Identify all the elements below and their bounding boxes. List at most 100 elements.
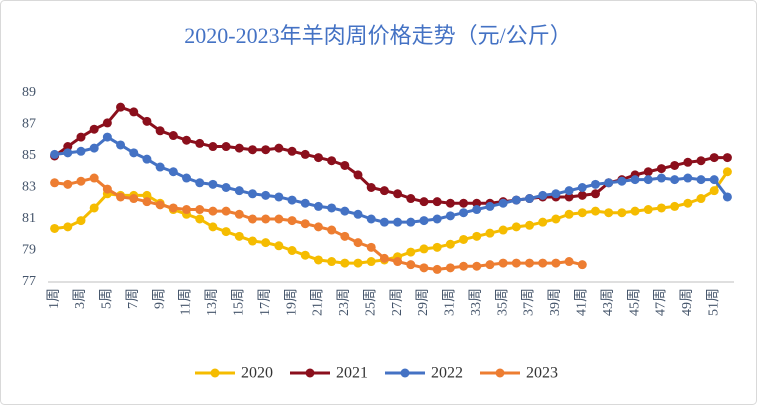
point (722, 192, 732, 202)
point (419, 244, 429, 254)
x-tick-label: 25周 (363, 288, 378, 316)
x-tick-label: 41周 (575, 288, 590, 316)
legend-marker (495, 368, 505, 378)
point (485, 201, 495, 211)
legend-marker (210, 368, 220, 378)
point (445, 239, 455, 249)
point (485, 228, 495, 238)
x-tick-label: 51周 (706, 288, 721, 316)
point (76, 132, 86, 142)
point (195, 138, 205, 148)
point (221, 206, 231, 216)
x-tick-label: 5周 (100, 288, 115, 309)
point (274, 214, 284, 224)
point (366, 242, 376, 252)
point (538, 258, 548, 268)
point (353, 209, 363, 219)
point (102, 184, 112, 194)
point (50, 178, 60, 188)
point (406, 194, 416, 204)
point (142, 116, 152, 126)
point (393, 217, 403, 227)
legend-marker (305, 368, 315, 378)
point (459, 234, 469, 244)
legend-label: 2021 (336, 365, 368, 382)
point (300, 219, 310, 229)
point (234, 231, 244, 241)
point (168, 167, 178, 177)
point (247, 145, 257, 155)
point (168, 131, 178, 141)
point (406, 260, 416, 270)
point (696, 175, 706, 185)
point (432, 264, 442, 274)
point (313, 222, 323, 232)
point (722, 153, 732, 163)
point (208, 179, 218, 189)
y-tick-label: 81 (22, 211, 36, 226)
point (102, 118, 112, 128)
point (683, 157, 693, 167)
point (577, 190, 587, 200)
point (511, 195, 521, 205)
y-tick-label: 77 (22, 274, 36, 289)
point (617, 208, 627, 218)
x-tick-label: 3周 (73, 288, 88, 309)
point (353, 238, 363, 248)
point (564, 192, 574, 202)
x-tick-label: 27周 (390, 288, 405, 316)
point (498, 198, 508, 208)
x-tick-label: 23周 (337, 288, 352, 316)
x-tick-label: 13周 (205, 288, 220, 316)
y-tick-label: 85 (22, 148, 36, 163)
point (696, 156, 706, 166)
point (155, 162, 165, 172)
point (340, 258, 350, 268)
point (76, 176, 86, 186)
point (709, 153, 719, 163)
point (129, 148, 139, 158)
point (300, 250, 310, 260)
point (102, 132, 112, 142)
point (261, 190, 271, 200)
point (459, 261, 469, 271)
point (182, 205, 192, 215)
point (590, 206, 600, 216)
point (366, 214, 376, 224)
point (617, 176, 627, 186)
point (50, 223, 60, 233)
point (247, 189, 257, 199)
point (379, 253, 389, 263)
point (432, 197, 442, 207)
point (670, 175, 680, 185)
point (116, 192, 126, 202)
x-tick-label: 9周 (152, 288, 167, 309)
point (525, 220, 535, 230)
point (538, 190, 548, 200)
x-tick-label: 39周 (548, 288, 563, 316)
point (300, 149, 310, 159)
point (551, 214, 561, 224)
point (76, 216, 86, 226)
point (168, 203, 178, 213)
point (604, 208, 614, 218)
point (670, 160, 680, 170)
x-tick-label: 15周 (232, 288, 247, 316)
point (287, 216, 297, 226)
point (445, 211, 455, 221)
point (656, 164, 666, 174)
point (340, 206, 350, 216)
point (63, 148, 73, 158)
point (327, 203, 337, 213)
point (419, 216, 429, 226)
point (287, 195, 297, 205)
point (300, 198, 310, 208)
x-tick-label: 11周 (179, 288, 194, 315)
point (709, 186, 719, 196)
point (472, 231, 482, 241)
legend-marker (400, 368, 410, 378)
x-tick-label: 35周 (495, 288, 510, 316)
point (419, 197, 429, 207)
point (261, 145, 271, 155)
point (234, 143, 244, 153)
